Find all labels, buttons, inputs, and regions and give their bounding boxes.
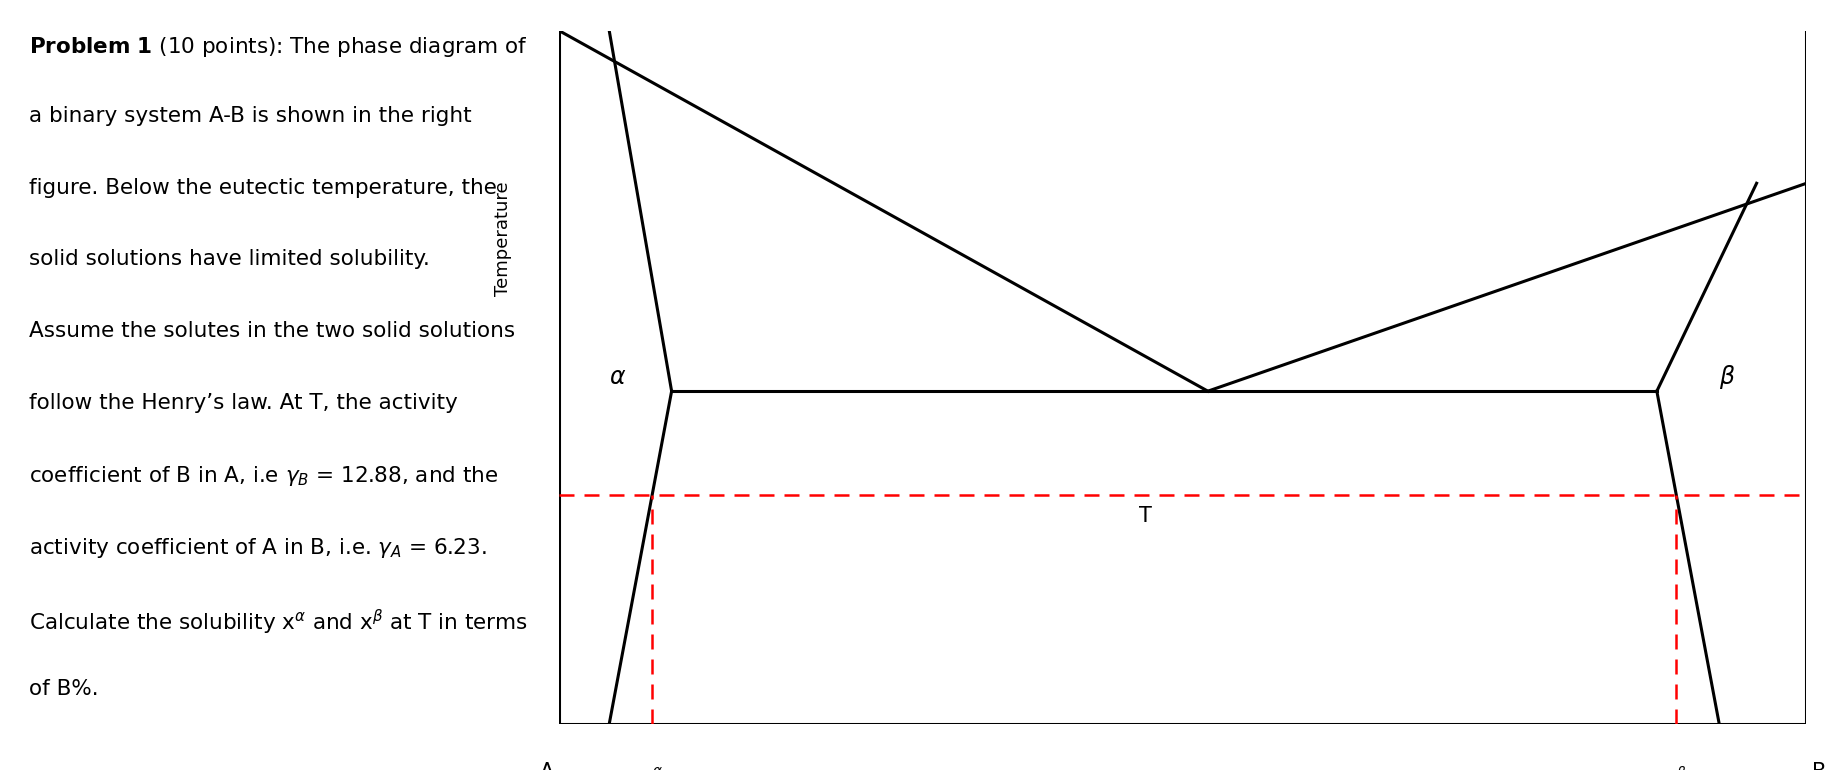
Text: A: A xyxy=(539,762,554,770)
Text: B: B xyxy=(1812,762,1827,770)
Text: of B%.: of B%. xyxy=(29,679,99,699)
Text: $\alpha$: $\alpha$ xyxy=(609,365,627,390)
Text: activity coefficient of A in B, i.e. $\gamma_A$ = 6.23.: activity coefficient of A in B, i.e. $\g… xyxy=(29,536,486,560)
Text: $\beta$: $\beta$ xyxy=(1718,363,1735,391)
Text: Calculate the solubility x$^\alpha$ and x$^\beta$ at T in terms: Calculate the solubility x$^\alpha$ and … xyxy=(29,608,528,637)
Text: coefficient of B in A, i.e $\gamma_B$ = 12.88, and the: coefficient of B in A, i.e $\gamma_B$ = … xyxy=(29,464,499,488)
Text: follow the Henry’s law. At T, the activity: follow the Henry’s law. At T, the activi… xyxy=(29,393,457,413)
Text: x$^\beta$: x$^\beta$ xyxy=(1665,767,1687,770)
Text: x$^\alpha$: x$^\alpha$ xyxy=(640,767,664,770)
Text: $\mathbf{Problem\ 1}$ (10 points): The phase diagram of: $\mathbf{Problem\ 1}$ (10 points): The p… xyxy=(29,35,528,59)
Text: solid solutions have limited solubility.: solid solutions have limited solubility. xyxy=(29,249,429,270)
Text: Temperature: Temperature xyxy=(493,182,512,296)
Text: T: T xyxy=(1139,506,1152,526)
Text: Assume the solutes in the two solid solutions: Assume the solutes in the two solid solu… xyxy=(29,321,515,341)
Text: figure. Below the eutectic temperature, the: figure. Below the eutectic temperature, … xyxy=(29,178,497,198)
Text: a binary system A-B is shown in the right: a binary system A-B is shown in the righ… xyxy=(29,106,471,126)
